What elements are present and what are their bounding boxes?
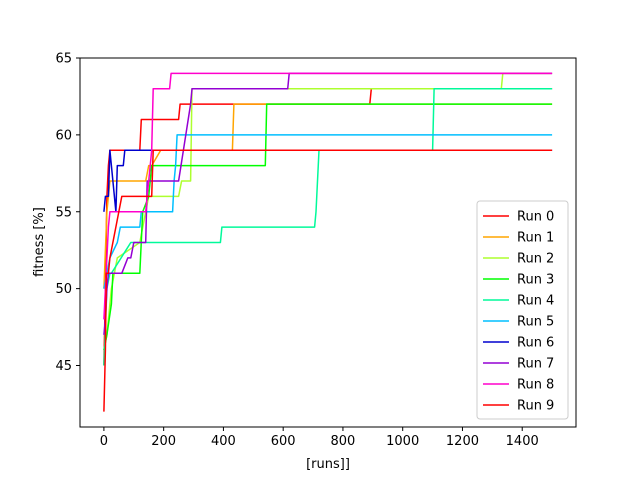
legend-box (476, 200, 569, 420)
series-line-run-7 (103, 72, 553, 335)
series-line-run-8 (103, 72, 553, 320)
x-axis-label: [runs]] (306, 457, 350, 472)
x-tick-label: 200 (151, 434, 176, 449)
plot-frame (79, 57, 577, 428)
legend-label-run-1: Run 1 (517, 231, 554, 246)
legend: Run 0 Run 1 Run 2 Run 3 Run 4 Run 5 Run 6 Run 7… (476, 200, 569, 420)
x-tick-label: 1000 (386, 434, 419, 449)
y-tick-label: 65 (55, 52, 72, 67)
series-line-run-9 (103, 149, 553, 412)
x-tick-label: 800 (331, 434, 356, 449)
y-tick-label: 60 (55, 128, 72, 143)
x-tick-label: 600 (271, 434, 296, 449)
y-tick-label: 50 (55, 282, 72, 297)
y-axis: 45 50 55 60 65 (55, 52, 80, 374)
legend-label-run-8: Run 8 (517, 378, 554, 393)
legend-label-run-6: Run 6 (517, 336, 554, 351)
x-axis: 0 200 400 600 800 1000 1200 1400 (100, 427, 539, 449)
legend-label-run-7: Run 7 (517, 357, 554, 372)
x-tick-label: 400 (211, 434, 236, 449)
y-axis-label: fitness [%] (32, 207, 47, 277)
legend-label-run-0: Run 0 (517, 210, 554, 225)
series-layer (103, 72, 553, 412)
y-tick-label: 55 (55, 205, 72, 220)
legend-label-run-3: Run 3 (517, 273, 554, 288)
x-tick-label: 1400 (506, 434, 539, 449)
legend-label-run-9: Run 9 (517, 399, 554, 414)
legend-label-run-2: Run 2 (517, 252, 554, 267)
legend-label-run-4: Run 4 (517, 294, 554, 309)
y-tick-label: 45 (55, 359, 72, 374)
x-tick-label: 0 (100, 434, 108, 449)
legend-label-run-5: Run 5 (517, 315, 554, 330)
x-tick-label: 1200 (446, 434, 479, 449)
